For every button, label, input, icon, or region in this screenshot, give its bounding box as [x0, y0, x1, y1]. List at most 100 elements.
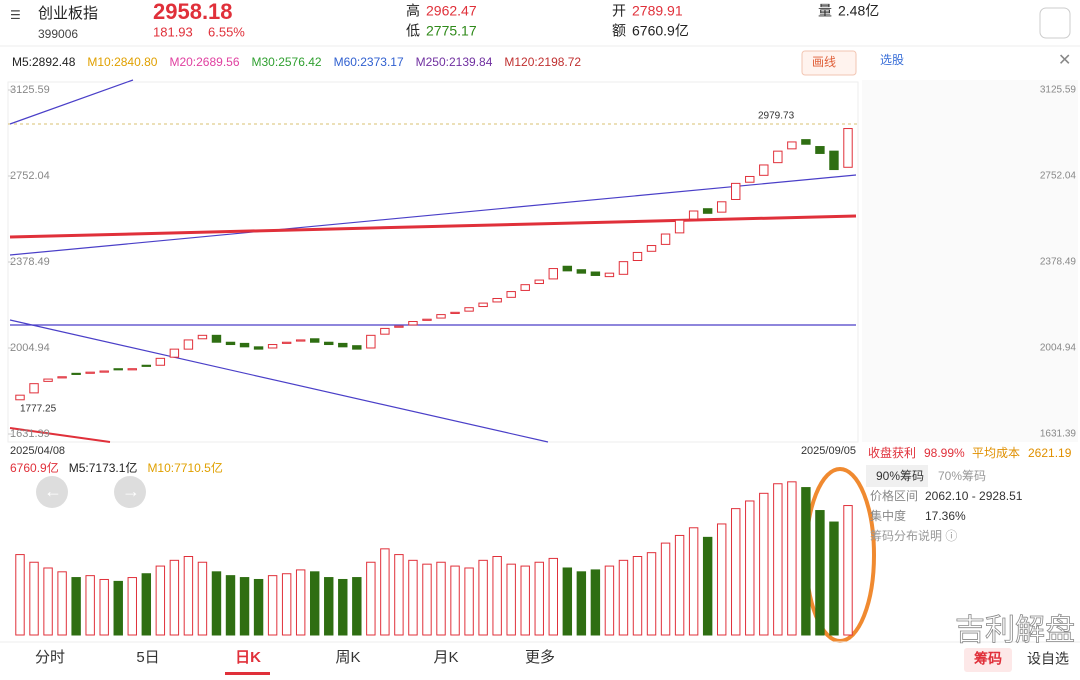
volume-bar	[183, 556, 194, 636]
volume-bar	[310, 571, 320, 636]
candle	[590, 271, 601, 276]
candle	[773, 150, 783, 164]
candle	[787, 141, 797, 150]
label: 2621.19	[1028, 446, 1072, 460]
volume-bar	[520, 565, 530, 636]
ma-label: M60:2373.17	[334, 55, 404, 69]
label: 98.99%	[924, 446, 965, 460]
device-icon[interactable]	[1039, 7, 1071, 39]
change-pct: 6.55%	[208, 24, 245, 39]
candle	[674, 219, 685, 234]
candle	[604, 272, 615, 278]
volume-bar	[590, 569, 601, 636]
volume-bar	[843, 505, 853, 636]
candle	[632, 251, 643, 262]
volume-bar	[632, 556, 643, 636]
candle	[464, 307, 474, 312]
tab[interactable]: 更多	[525, 649, 555, 666]
next-button[interactable]	[114, 476, 146, 508]
label: 价格区间	[870, 488, 918, 503]
volume-bar	[394, 554, 404, 636]
volume-bar	[773, 483, 783, 636]
candle	[702, 208, 713, 214]
pick-button[interactable]: 选股	[880, 53, 904, 67]
candle	[155, 357, 166, 366]
candle	[534, 279, 544, 285]
candle	[71, 372, 81, 375]
menu-icon[interactable]: ☰	[10, 8, 21, 22]
volume-bar	[492, 556, 502, 636]
volume-bar	[15, 554, 25, 636]
volume-bar	[688, 527, 699, 636]
volume-bar	[239, 577, 250, 636]
candle	[99, 370, 109, 373]
volume-bar	[281, 573, 292, 636]
volume-bar	[380, 548, 390, 636]
draw-button[interactable]	[801, 50, 857, 76]
y2-tick-label: 2752.04	[1040, 171, 1077, 182]
trend-line	[9, 427, 111, 443]
volume-bar	[618, 559, 629, 636]
label: 高	[406, 3, 420, 19]
volume-bar	[576, 571, 587, 636]
candle	[29, 383, 39, 394]
label: 额	[612, 23, 626, 39]
candle	[324, 341, 334, 346]
candle	[267, 344, 278, 349]
high: 2962.47	[426, 3, 477, 19]
volume-bar	[716, 523, 727, 636]
trend-line	[9, 174, 857, 256]
tab[interactable]: 日K	[235, 649, 261, 666]
candle	[113, 368, 123, 371]
volume-bar	[85, 575, 95, 636]
prev-button[interactable]	[36, 476, 68, 508]
bottom-button[interactable]: 筹码	[974, 651, 1002, 667]
candle	[506, 291, 516, 298]
candle	[225, 341, 236, 346]
ma-label: M10:2840.80	[87, 55, 157, 69]
candle	[127, 368, 137, 371]
tab-indicator	[225, 672, 270, 675]
tab[interactable]: 月K	[433, 649, 458, 666]
candle	[310, 338, 320, 343]
tab[interactable]: 5日	[136, 649, 159, 666]
volume-bar	[436, 561, 446, 636]
close-icon[interactable]: ✕	[1058, 52, 1071, 69]
volume-bar	[324, 577, 334, 636]
tab[interactable]: 周K	[335, 649, 360, 666]
volume-label: 6760.9亿	[10, 460, 59, 475]
bottom-button[interactable]: 设自选	[1027, 651, 1069, 667]
volume-bar	[702, 536, 713, 636]
candle	[394, 325, 404, 328]
volume-bar	[225, 575, 236, 636]
chip-button-bg[interactable]	[964, 648, 1012, 672]
index-code: 399006	[38, 27, 78, 41]
volume-bar	[127, 577, 137, 636]
volume-bar	[815, 510, 825, 636]
candle	[576, 269, 587, 274]
volume-bar	[745, 500, 755, 636]
draw-text[interactable]: 画线	[812, 55, 836, 69]
label: 开	[612, 3, 626, 19]
volume-bar	[366, 561, 376, 636]
candle	[295, 339, 306, 342]
label: 集中度	[870, 508, 906, 523]
candle	[352, 345, 362, 350]
candle	[211, 334, 222, 343]
x-start: 2025/04/08	[10, 445, 65, 457]
y2-tick-label: 3125.59	[1040, 85, 1077, 96]
tab[interactable]: 分时	[35, 649, 65, 666]
candle	[197, 334, 208, 340]
candle	[436, 314, 446, 319]
candle	[253, 346, 264, 350]
volume-bar	[141, 573, 152, 636]
volume-bar	[731, 508, 741, 636]
volume-bar	[604, 565, 615, 636]
candle	[618, 261, 629, 275]
candle	[759, 164, 769, 176]
y2-tick-label: 2378.49	[1040, 257, 1077, 268]
candle	[85, 371, 95, 374]
tab-active[interactable]	[866, 465, 928, 487]
volume-bar	[57, 571, 67, 636]
candle	[380, 327, 390, 335]
